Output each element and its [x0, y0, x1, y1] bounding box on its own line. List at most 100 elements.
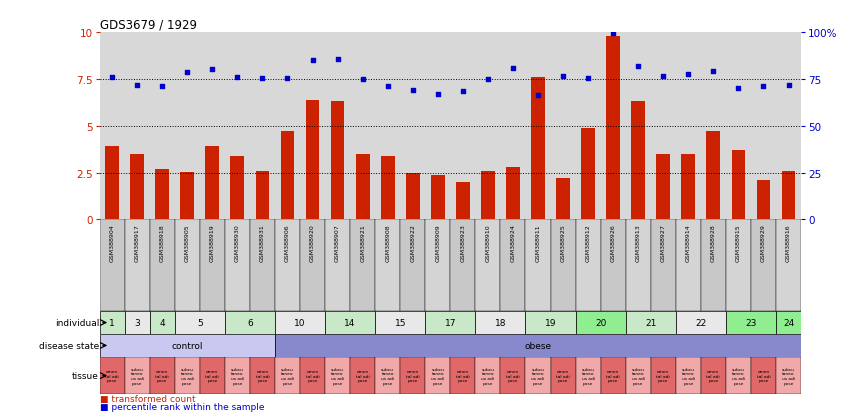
Bar	[431, 175, 444, 220]
Text: omen
tal adi
pose: omen tal adi pose	[205, 369, 219, 382]
FancyBboxPatch shape	[625, 357, 650, 394]
Point	[631, 63, 645, 70]
FancyBboxPatch shape	[475, 357, 501, 394]
FancyBboxPatch shape	[275, 357, 300, 394]
Bar	[155, 169, 169, 220]
Text: 5: 5	[197, 318, 203, 327]
FancyBboxPatch shape	[726, 357, 751, 394]
FancyBboxPatch shape	[200, 220, 225, 311]
Point	[481, 76, 494, 83]
Text: subcu
taneo
us adi
pose: subcu taneo us adi pose	[532, 367, 545, 385]
FancyBboxPatch shape	[526, 311, 576, 334]
Point	[556, 74, 570, 80]
FancyBboxPatch shape	[675, 311, 726, 334]
Point	[732, 86, 746, 93]
Text: GDS3679 / 1929: GDS3679 / 1929	[100, 19, 197, 32]
FancyBboxPatch shape	[125, 220, 150, 311]
Point	[381, 84, 395, 90]
Text: subcu
taneo
us adi
pose: subcu taneo us adi pose	[481, 367, 494, 385]
Bar	[682, 154, 695, 220]
Point	[230, 75, 244, 81]
Text: omen
tal adi
pose: omen tal adi pose	[556, 369, 570, 382]
Bar	[606, 37, 620, 220]
Bar	[707, 132, 721, 220]
Text: subcu
taneo
us adi
pose: subcu taneo us adi pose	[582, 367, 595, 385]
FancyBboxPatch shape	[551, 357, 576, 394]
Point	[205, 66, 219, 73]
Text: control: control	[171, 341, 203, 350]
Text: ■ percentile rank within the sample: ■ percentile rank within the sample	[100, 402, 264, 411]
Text: omen
tal adi
pose: omen tal adi pose	[757, 369, 771, 382]
FancyBboxPatch shape	[475, 311, 526, 334]
Bar	[255, 171, 269, 220]
FancyBboxPatch shape	[776, 311, 801, 334]
FancyBboxPatch shape	[601, 220, 625, 311]
Point	[757, 84, 771, 90]
Text: 3: 3	[134, 318, 140, 327]
FancyBboxPatch shape	[325, 357, 350, 394]
Text: tissue: tissue	[72, 371, 99, 380]
FancyBboxPatch shape	[576, 220, 601, 311]
FancyBboxPatch shape	[475, 220, 501, 311]
Bar	[381, 157, 395, 220]
Point	[456, 89, 469, 95]
FancyBboxPatch shape	[576, 311, 625, 334]
Text: GSM388919: GSM388919	[210, 223, 215, 261]
FancyBboxPatch shape	[325, 220, 350, 311]
FancyBboxPatch shape	[751, 357, 776, 394]
Text: 24: 24	[783, 318, 794, 327]
Bar	[406, 173, 420, 220]
FancyBboxPatch shape	[576, 357, 601, 394]
Text: omen
tal adi
pose: omen tal adi pose	[255, 369, 269, 382]
Text: GSM388905: GSM388905	[184, 223, 190, 261]
Point	[331, 57, 345, 64]
Bar	[631, 102, 645, 220]
Text: ■ transformed count: ■ transformed count	[100, 394, 195, 404]
Text: 6: 6	[247, 318, 253, 327]
FancyBboxPatch shape	[675, 220, 701, 311]
FancyBboxPatch shape	[100, 311, 125, 334]
FancyBboxPatch shape	[225, 311, 275, 334]
FancyBboxPatch shape	[200, 357, 225, 394]
FancyBboxPatch shape	[526, 220, 551, 311]
FancyBboxPatch shape	[325, 311, 375, 334]
Text: omen
tal adi
pose: omen tal adi pose	[406, 369, 420, 382]
FancyBboxPatch shape	[501, 357, 526, 394]
FancyBboxPatch shape	[150, 220, 175, 311]
Text: subcu
taneo
us adi
pose: subcu taneo us adi pose	[431, 367, 444, 385]
Point	[782, 82, 796, 89]
FancyBboxPatch shape	[776, 220, 801, 311]
Point	[406, 88, 420, 94]
Text: 4: 4	[159, 318, 165, 327]
Text: omen
tal adi
pose: omen tal adi pose	[707, 369, 721, 382]
Bar	[356, 154, 370, 220]
Text: GSM388914: GSM388914	[686, 223, 691, 261]
FancyBboxPatch shape	[751, 220, 776, 311]
Bar	[456, 183, 469, 220]
Point	[531, 93, 545, 99]
Point	[281, 76, 294, 82]
FancyBboxPatch shape	[300, 220, 325, 311]
FancyBboxPatch shape	[450, 220, 475, 311]
Text: omen
tal adi
pose: omen tal adi pose	[306, 369, 320, 382]
Text: subcu
taneo
us adi
pose: subcu taneo us adi pose	[682, 367, 695, 385]
FancyBboxPatch shape	[625, 311, 675, 334]
FancyBboxPatch shape	[375, 220, 400, 311]
Text: omen
tal adi
pose: omen tal adi pose	[356, 369, 370, 382]
Text: GSM388907: GSM388907	[335, 223, 340, 261]
FancyBboxPatch shape	[701, 220, 726, 311]
FancyBboxPatch shape	[150, 357, 175, 394]
Point	[707, 69, 721, 76]
Bar	[656, 154, 670, 220]
FancyBboxPatch shape	[350, 357, 375, 394]
Point	[581, 76, 595, 82]
Text: subcu
taneo
us adi
pose: subcu taneo us adi pose	[331, 367, 344, 385]
FancyBboxPatch shape	[425, 357, 450, 394]
Point	[682, 72, 695, 78]
Text: omen
tal adi
pose: omen tal adi pose	[606, 369, 620, 382]
FancyBboxPatch shape	[675, 357, 701, 394]
Bar	[581, 128, 595, 220]
Point	[306, 58, 320, 64]
Text: 19: 19	[545, 318, 556, 327]
Point	[105, 75, 119, 81]
